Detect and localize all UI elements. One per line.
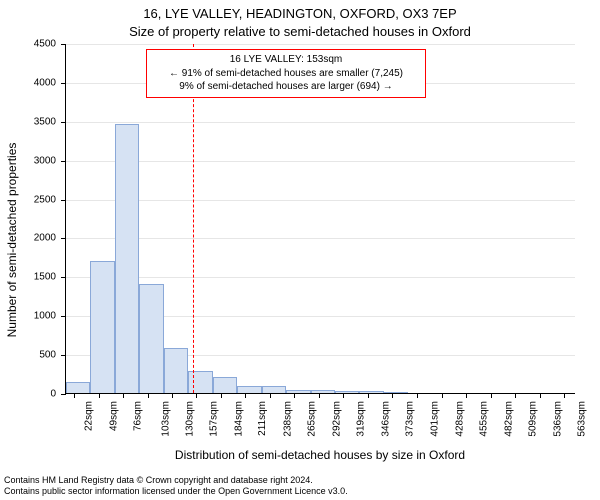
x-tick-mark: [540, 393, 541, 398]
x-tick-label: 157sqm: [209, 401, 220, 437]
histogram-bar: [262, 386, 286, 393]
histogram-bar: [139, 284, 163, 393]
annotation-line-2: ← 91% of semi-detached houses are smalle…: [155, 67, 417, 81]
y-tick-label: 2500: [34, 194, 56, 205]
y-tick-mark: [61, 238, 66, 239]
x-tick-label: 184sqm: [233, 401, 244, 437]
x-tick-label: 455sqm: [479, 401, 490, 437]
footer-attribution: Contains HM Land Registry data © Crown c…: [4, 475, 348, 497]
x-tick-mark: [74, 393, 75, 398]
annotation-line-1: 16 LYE VALLEY: 153sqm: [155, 53, 417, 67]
annotation-line-3: 9% of semi-detached houses are larger (6…: [155, 80, 417, 94]
reference-annotation: 16 LYE VALLEY: 153sqm ← 91% of semi-deta…: [146, 49, 426, 98]
x-axis-label: Distribution of semi-detached houses by …: [65, 448, 575, 462]
x-tick-mark: [270, 393, 271, 398]
x-tick-mark: [99, 393, 100, 398]
y-tick-mark: [61, 200, 66, 201]
y-tick-mark: [61, 122, 66, 123]
x-tick-mark: [368, 393, 369, 398]
gridline: [66, 277, 575, 278]
x-tick-mark: [294, 393, 295, 398]
x-tick-mark: [148, 393, 149, 398]
x-tick-label: 22sqm: [84, 401, 95, 431]
y-tick-label: 1000: [34, 311, 56, 322]
x-tick-label: 428sqm: [454, 401, 465, 437]
x-tick-label: 509sqm: [528, 401, 539, 437]
y-tick-label: 2000: [34, 233, 56, 244]
x-tick-label: 49sqm: [108, 401, 119, 431]
histogram-bar: [164, 348, 188, 393]
x-tick-label: 130sqm: [184, 401, 195, 437]
gridline: [66, 200, 575, 201]
x-tick-label: 563sqm: [577, 401, 588, 437]
x-tick-mark: [343, 393, 344, 398]
y-tick-mark: [61, 83, 66, 84]
x-tick-label: 346sqm: [380, 401, 391, 437]
x-tick-mark: [417, 393, 418, 398]
y-tick-mark: [61, 355, 66, 356]
x-tick-mark: [491, 393, 492, 398]
x-tick-label: 319sqm: [355, 401, 366, 437]
x-tick-label: 536sqm: [552, 401, 563, 437]
y-tick-label: 4500: [34, 39, 56, 50]
x-tick-mark: [319, 393, 320, 398]
x-tick-mark: [196, 393, 197, 398]
gridline: [66, 161, 575, 162]
y-tick-label: 3000: [34, 155, 56, 166]
x-tick-mark: [221, 393, 222, 398]
chart-page: 16, LYE VALLEY, HEADINGTON, OXFORD, OX3 …: [0, 0, 600, 500]
x-tick-label: 238sqm: [282, 401, 293, 437]
chart-title-sub: Size of property relative to semi-detach…: [0, 24, 600, 39]
histogram-bar: [359, 391, 383, 393]
gridline: [66, 122, 575, 123]
x-tick-mark: [392, 393, 393, 398]
histogram-bar: [115, 124, 139, 393]
footer-line-1: Contains HM Land Registry data © Crown c…: [4, 475, 348, 486]
histogram-bar: [213, 377, 237, 393]
gridline: [66, 44, 575, 45]
x-tick-label: 103sqm: [160, 401, 171, 437]
gridline: [66, 238, 575, 239]
x-tick-mark: [245, 393, 246, 398]
x-tick-mark: [172, 393, 173, 398]
y-tick-mark: [61, 394, 66, 395]
x-tick-label: 482sqm: [503, 401, 514, 437]
y-axis-label: Number of semi-detached properties: [5, 143, 19, 338]
histogram-bar: [66, 382, 90, 393]
x-tick-mark: [442, 393, 443, 398]
histogram-bar: [237, 386, 261, 393]
x-tick-label: 265sqm: [307, 401, 318, 437]
histogram-bar: [286, 390, 310, 393]
y-tick-mark: [61, 277, 66, 278]
y-tick-label: 1500: [34, 272, 56, 283]
histogram-bar: [384, 392, 408, 393]
footer-line-2: Contains public sector information licen…: [4, 486, 348, 497]
x-tick-label: 373sqm: [404, 401, 415, 437]
chart-title-address: 16, LYE VALLEY, HEADINGTON, OXFORD, OX3 …: [0, 6, 600, 21]
y-tick-label: 4000: [34, 77, 56, 88]
x-tick-label: 292sqm: [331, 401, 342, 437]
plot-area: 05001000150020002500300035004000450022sq…: [65, 44, 575, 394]
y-tick-label: 500: [39, 350, 56, 361]
x-tick-label: 76sqm: [133, 401, 144, 431]
histogram-bar: [90, 261, 114, 393]
histogram-bar: [311, 390, 335, 393]
y-tick-mark: [61, 44, 66, 45]
y-tick-mark: [61, 316, 66, 317]
x-tick-mark: [564, 393, 565, 398]
y-tick-label: 0: [50, 389, 56, 400]
y-tick-mark: [61, 161, 66, 162]
x-tick-label: 401sqm: [430, 401, 441, 437]
x-tick-mark: [515, 393, 516, 398]
x-tick-mark: [466, 393, 467, 398]
y-tick-label: 3500: [34, 116, 56, 127]
histogram-bar: [335, 391, 359, 393]
x-tick-label: 211sqm: [257, 401, 268, 436]
x-tick-mark: [123, 393, 124, 398]
